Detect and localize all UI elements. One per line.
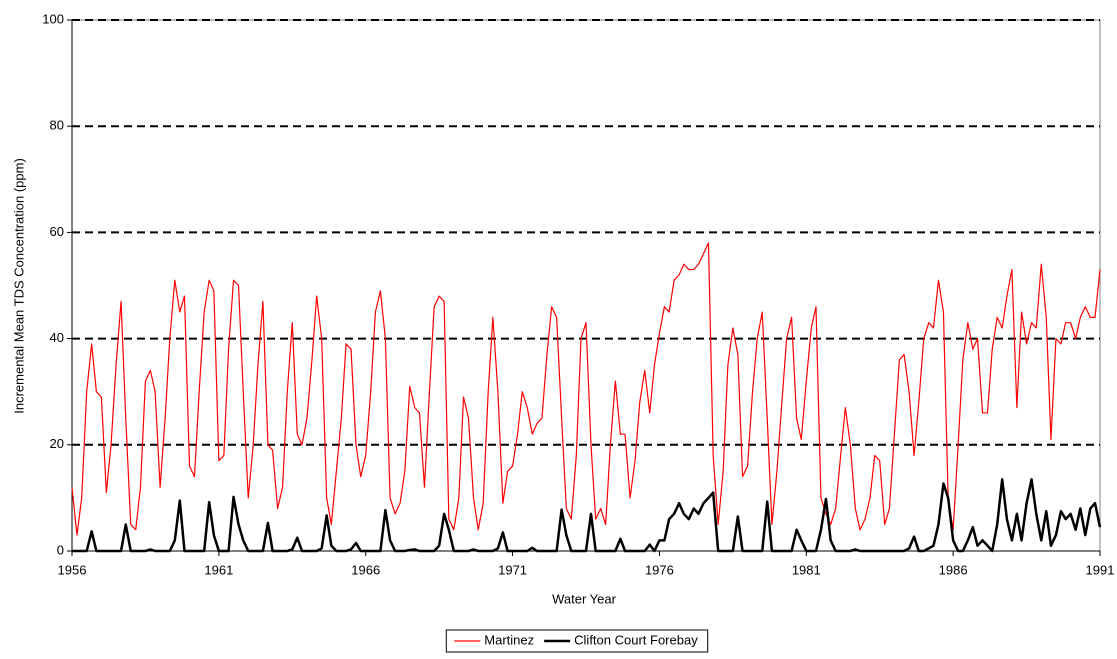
line-series [71,242,1101,536]
legend-label: Clifton Court Forebay [574,632,698,647]
x-tick-label: 1961 [204,562,233,577]
y-axis-label: Incremental Mean TDS Concentration (ppm) [11,158,26,414]
x-tick-label: 1986 [939,562,968,577]
x-tick-label: 1971 [498,562,527,577]
x-tick-label: 1956 [58,562,87,577]
legend-label: Martinez [484,632,534,647]
x-tick-label: 1976 [645,562,674,577]
y-tick-label: 40 [50,330,64,345]
x-tick-label: 1991 [1086,562,1115,577]
y-tick-label: 60 [50,224,64,239]
y-tick-label: 20 [50,436,64,451]
y-tick-label: 0 [57,542,64,557]
x-axis-label: Water Year [552,591,617,606]
x-tick-label: 1981 [792,562,821,577]
line-series [72,478,1102,553]
y-tick-label: 100 [42,11,64,26]
plot-area [71,19,1101,552]
y-tick-label: 80 [50,118,64,133]
legend [445,629,709,653]
x-tick-label: 1966 [351,562,380,577]
